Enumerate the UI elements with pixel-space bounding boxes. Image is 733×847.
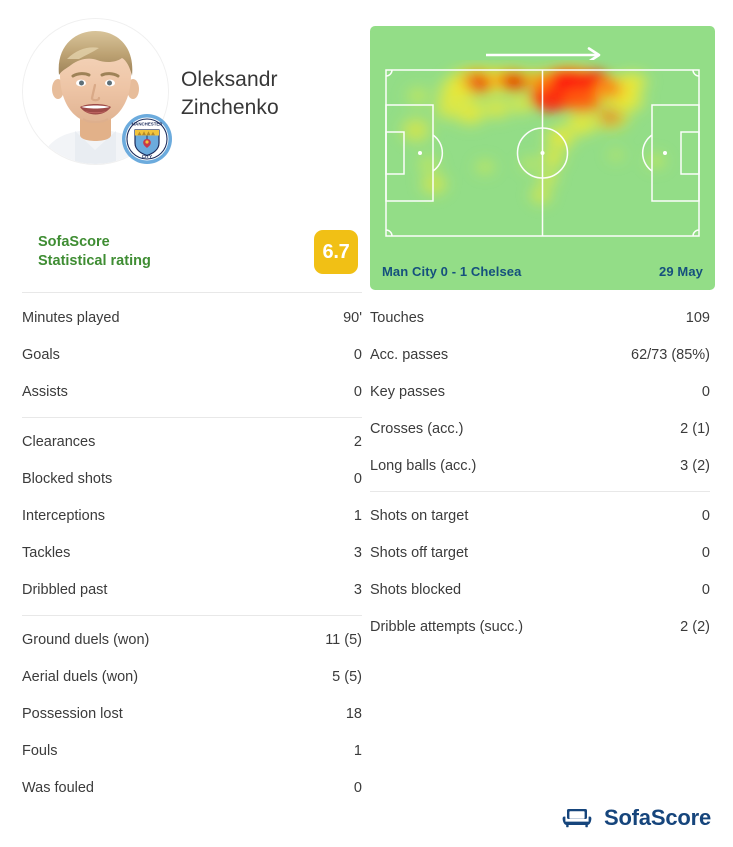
stat-value: 2 (1) bbox=[680, 421, 710, 437]
stat-row: Ground duels (won) 11 (5) bbox=[22, 622, 362, 659]
stat-row: Key passes 0 bbox=[370, 374, 710, 411]
stat-value: 0 bbox=[701, 508, 710, 524]
stat-row: Dribble attempts (succ.) 2 (2) bbox=[370, 609, 710, 646]
pitch-heatmap bbox=[370, 60, 715, 246]
stat-group-divider bbox=[22, 615, 362, 616]
stat-value: 3 (2) bbox=[680, 458, 710, 474]
rating-row: SofaScore Statistical rating 6.7 bbox=[38, 228, 358, 276]
svg-text:CITY: CITY bbox=[142, 154, 152, 159]
stat-label: Blocked shots bbox=[22, 471, 113, 487]
stat-value: 0 bbox=[701, 582, 710, 598]
stat-value: 3 bbox=[353, 545, 362, 561]
stat-value: 2 bbox=[353, 434, 362, 450]
stat-row: Long balls (acc.) 3 (2) bbox=[370, 448, 710, 485]
heatmap-card[interactable]: Man City 0 - 1 Chelsea 29 May bbox=[370, 26, 715, 290]
stat-row: Assists 0 bbox=[22, 374, 362, 411]
stats-column-right: Touches 109 Acc. passes 62/73 (85%) Key pass… bbox=[370, 300, 710, 646]
player-first-name: Oleksandr bbox=[181, 68, 278, 91]
stat-value: 0 bbox=[353, 471, 362, 487]
stat-row: Minutes played 90' bbox=[22, 300, 362, 337]
stat-label: Dribble attempts (succ.) bbox=[370, 619, 524, 635]
footer-branding: SofaScore bbox=[561, 805, 711, 831]
stat-value: 0 bbox=[701, 384, 710, 400]
statistics-section: Minutes played 90' Goals 0 Assists 0 Clearance… bbox=[0, 300, 733, 800]
stats-column-left: Minutes played 90' Goals 0 Assists 0 Clearance… bbox=[22, 300, 362, 807]
player-summary-section: MANCHESTER CITY Oleksandr bbox=[0, 0, 733, 300]
status-badge: 6.7 bbox=[314, 230, 358, 274]
stat-label: Long balls (acc.) bbox=[370, 458, 477, 474]
stat-value: 109 bbox=[685, 310, 710, 326]
stat-value: 90' bbox=[343, 310, 362, 326]
stat-label: Key passes bbox=[370, 384, 445, 400]
stat-label: Possession lost bbox=[22, 706, 123, 722]
player-header: MANCHESTER CITY Oleksandr bbox=[22, 18, 367, 178]
stat-label: Shots off target bbox=[370, 545, 469, 561]
rating-label: SofaScore Statistical rating bbox=[38, 233, 151, 271]
stat-row: Tackles 3 bbox=[22, 535, 362, 572]
stat-row: Dribbled past 3 bbox=[22, 572, 362, 609]
stat-label: Crosses (acc.) bbox=[370, 421, 464, 437]
rating-label-line2: Statistical rating bbox=[38, 253, 151, 269]
stat-label: Ground duels (won) bbox=[22, 632, 150, 648]
stat-group-divider bbox=[22, 417, 362, 418]
sofa-icon bbox=[561, 807, 593, 829]
svg-text:MANCHESTER: MANCHESTER bbox=[132, 122, 164, 127]
stat-value: 0 bbox=[353, 780, 362, 796]
match-scoreline: Man City 0 - 1 Chelsea bbox=[382, 263, 522, 279]
stat-row: Shots blocked 0 bbox=[370, 572, 710, 609]
header-divider bbox=[22, 292, 362, 293]
match-info-bar: Man City 0 - 1 Chelsea 29 May bbox=[370, 252, 715, 290]
stat-label: Clearances bbox=[22, 434, 96, 450]
stat-row: Shots off target 0 bbox=[370, 535, 710, 572]
player-photo bbox=[22, 18, 169, 165]
stat-row: Goals 0 bbox=[22, 337, 362, 374]
stat-label: Shots on target bbox=[370, 508, 469, 524]
stat-label: Tackles bbox=[22, 545, 71, 561]
stat-label: Touches bbox=[370, 310, 425, 326]
stat-row: Shots on target 0 bbox=[370, 498, 710, 535]
stat-value: 1 bbox=[353, 508, 362, 524]
stat-label: Was fouled bbox=[22, 780, 94, 796]
stat-row: Fouls 1 bbox=[22, 733, 362, 770]
stat-row: Was fouled 0 bbox=[22, 770, 362, 807]
stat-value: 0 bbox=[353, 384, 362, 400]
stat-label: Minutes played bbox=[22, 310, 120, 326]
brand-name: SofaScore bbox=[603, 805, 711, 830]
page-title: Oleksandr Zinchenko bbox=[181, 66, 279, 122]
stat-label: Dribbled past bbox=[22, 582, 108, 598]
stat-value: 1 bbox=[353, 743, 362, 759]
stat-value: 0 bbox=[701, 545, 710, 561]
stat-row: Blocked shots 0 bbox=[22, 461, 362, 498]
stat-label: Aerial duels (won) bbox=[22, 669, 139, 685]
stat-row: Clearances 2 bbox=[22, 424, 362, 461]
stat-group-divider bbox=[370, 491, 710, 492]
stat-value: 18 bbox=[345, 706, 362, 722]
stat-label: Assists bbox=[22, 384, 68, 400]
stat-label: Shots blocked bbox=[370, 582, 462, 598]
attack-direction-arrow-icon bbox=[370, 40, 715, 70]
stat-value: 5 (5) bbox=[332, 669, 362, 685]
stat-label: Acc. passes bbox=[370, 347, 449, 363]
stat-row: Crosses (acc.) 2 (1) bbox=[370, 411, 710, 448]
stat-value: 3 bbox=[353, 582, 362, 598]
stat-value: 62/73 (85%) bbox=[631, 347, 710, 363]
stat-label: Interceptions bbox=[22, 508, 106, 524]
stat-value: 11 (5) bbox=[325, 632, 362, 648]
player-last-name: Zinchenko bbox=[181, 96, 279, 119]
stat-row: Possession lost 18 bbox=[22, 696, 362, 733]
stat-row: Acc. passes 62/73 (85%) bbox=[370, 337, 710, 374]
stat-label: Fouls bbox=[22, 743, 58, 759]
stat-row: Interceptions 1 bbox=[22, 498, 362, 535]
match-date: 29 May bbox=[659, 263, 703, 279]
manchester-city-badge-icon: MANCHESTER CITY bbox=[121, 113, 173, 165]
stat-value: 0 bbox=[353, 347, 362, 363]
stat-row: Aerial duels (won) 5 (5) bbox=[22, 659, 362, 696]
stat-label: Goals bbox=[22, 347, 60, 363]
stat-value: 2 (2) bbox=[680, 619, 710, 635]
stat-row: Touches 109 bbox=[370, 300, 710, 337]
rating-label-line1: SofaScore bbox=[38, 234, 110, 250]
avatar: MANCHESTER CITY bbox=[22, 18, 172, 165]
